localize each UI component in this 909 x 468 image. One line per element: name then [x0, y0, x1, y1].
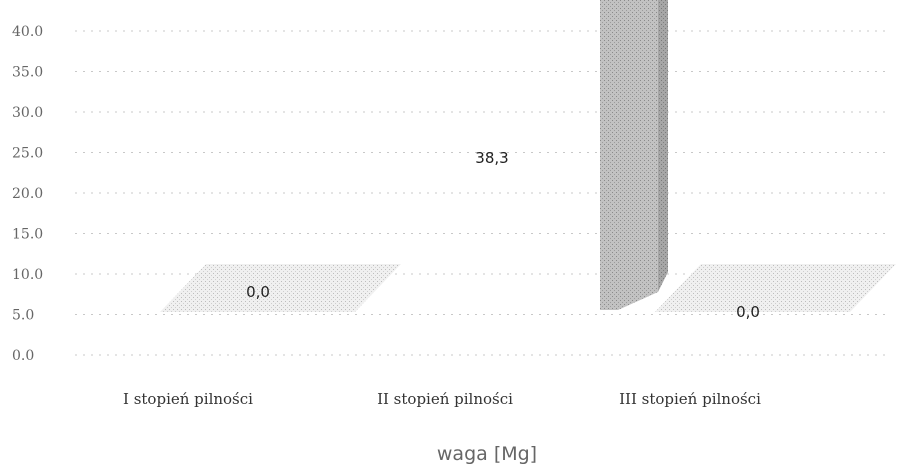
- y-tick-label: 20.0: [12, 186, 43, 202]
- y-tick-label: 10.0: [12, 267, 43, 283]
- data-labels: 0,0 38,3 0,0: [246, 149, 760, 321]
- bar: [600, 0, 658, 292]
- data-label: 38,3: [475, 149, 508, 167]
- data-label: 0,0: [246, 283, 270, 301]
- y-tick-label: 35.0: [12, 65, 43, 81]
- bar-base: [600, 292, 658, 310]
- bar-zero-floor: [655, 264, 896, 312]
- y-axis-ticks: 0.0 5.0 10.0 15.0 20.0 25.0 30.0 35.0 40.0: [12, 24, 43, 364]
- y-tick-label: 40.0: [12, 24, 43, 40]
- x-axis-categories: I stopień pilności II stopień pilności III…: [123, 390, 761, 408]
- y-tick-label: 30.0: [12, 105, 43, 121]
- data-label: 0,0: [736, 303, 760, 321]
- bar-zero-floor: [160, 264, 401, 312]
- x-category-label: I stopień pilności: [123, 390, 253, 408]
- x-category-label: II stopień pilności: [377, 390, 513, 408]
- bars: [600, 0, 668, 310]
- y-tick-label: 25.0: [12, 146, 43, 162]
- y-tick-label: 0.0: [12, 348, 34, 364]
- x-axis-title: waga [Mg]: [437, 443, 537, 465]
- bar-floors: [160, 264, 896, 312]
- bar-side: [658, 0, 668, 292]
- y-tick-label: 5.0: [12, 308, 34, 324]
- x-category-label: III stopień pilności: [619, 390, 761, 408]
- y-tick-label: 15.0: [12, 227, 43, 243]
